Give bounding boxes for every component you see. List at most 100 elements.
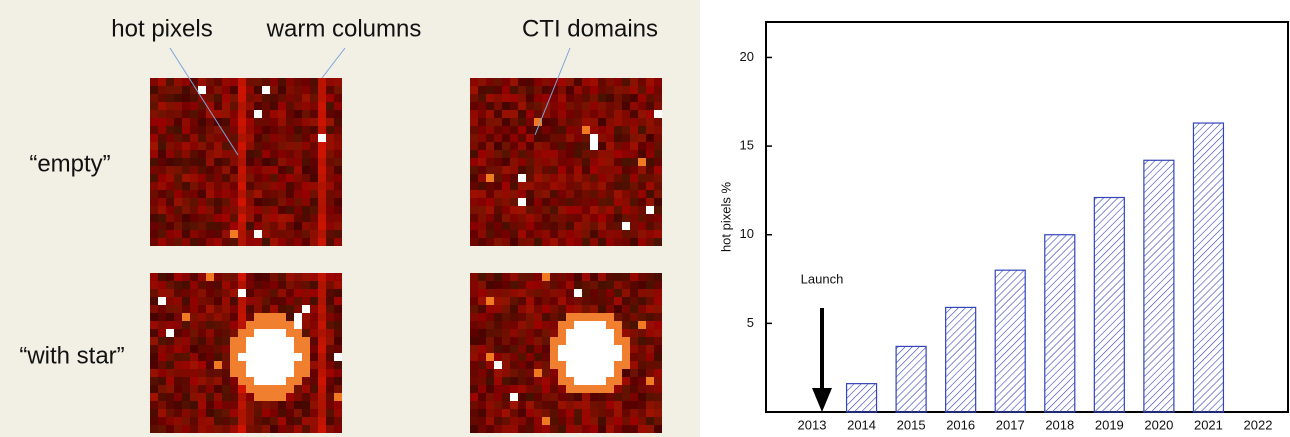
pixel	[238, 238, 246, 246]
pixel	[534, 150, 542, 158]
pixel	[566, 182, 574, 190]
pixel	[630, 329, 638, 337]
pixel	[598, 297, 606, 305]
pixel	[310, 369, 318, 377]
pixel	[262, 110, 270, 118]
bar	[995, 270, 1025, 412]
pixel	[558, 134, 566, 142]
pixel	[254, 361, 262, 369]
pixel	[318, 102, 326, 110]
pixel	[630, 86, 638, 94]
pixel	[646, 118, 654, 126]
pixel	[158, 230, 166, 238]
pixel	[174, 182, 182, 190]
pixel	[294, 377, 302, 385]
pixel	[574, 142, 582, 150]
pixel	[470, 86, 478, 94]
pixel	[590, 230, 598, 238]
pixel	[158, 118, 166, 126]
pixel	[518, 86, 526, 94]
pixel	[526, 337, 534, 345]
pixel	[278, 289, 286, 297]
pixel	[502, 409, 510, 417]
pixel	[254, 158, 262, 166]
pixel	[278, 86, 286, 94]
pixel	[174, 214, 182, 222]
pixel	[646, 369, 654, 377]
pixel	[614, 190, 622, 198]
pixel	[286, 222, 294, 230]
pixel	[558, 321, 566, 329]
pixel	[534, 417, 542, 425]
pixel	[526, 94, 534, 102]
pixel	[206, 94, 214, 102]
pixel	[238, 369, 246, 377]
pixel	[638, 273, 646, 281]
pixel	[598, 126, 606, 134]
pixel	[470, 134, 478, 142]
pixel	[198, 345, 206, 353]
pixel	[566, 206, 574, 214]
pixel	[310, 337, 318, 345]
pixel	[318, 393, 326, 401]
pixel	[550, 425, 558, 433]
pixel	[222, 118, 230, 126]
pixel	[270, 329, 278, 337]
pixel	[598, 110, 606, 118]
pixel	[614, 94, 622, 102]
pixel	[246, 297, 254, 305]
pixel	[478, 94, 486, 102]
pixel	[486, 385, 494, 393]
pixel	[566, 158, 574, 166]
pixel	[542, 78, 550, 86]
pixel	[222, 417, 230, 425]
pixel	[286, 425, 294, 433]
pixel	[302, 321, 310, 329]
pixel	[278, 142, 286, 150]
pixel	[622, 190, 630, 198]
pixel	[526, 385, 534, 393]
pixel	[150, 377, 158, 385]
pixel	[254, 86, 262, 94]
pixel	[502, 134, 510, 142]
pixel	[654, 222, 662, 230]
pixel	[598, 329, 606, 337]
pixel	[622, 214, 630, 222]
pixel	[158, 110, 166, 118]
pixel	[206, 297, 214, 305]
pixel	[502, 222, 510, 230]
pixel	[502, 78, 510, 86]
pixel	[190, 206, 198, 214]
pixel	[550, 337, 558, 345]
pixel	[574, 78, 582, 86]
pixel	[502, 289, 510, 297]
pixel	[334, 78, 342, 86]
pixel	[270, 313, 278, 321]
pixel	[598, 102, 606, 110]
pixel	[310, 417, 318, 425]
pixel	[518, 345, 526, 353]
pixel	[646, 86, 654, 94]
pixel	[270, 353, 278, 361]
pixel	[614, 238, 622, 246]
pixel	[486, 425, 494, 433]
pixel	[494, 321, 502, 329]
pixel	[638, 94, 646, 102]
pixel	[238, 86, 246, 94]
pixel	[254, 166, 262, 174]
pixel	[494, 158, 502, 166]
pixel	[518, 273, 526, 281]
pixel	[302, 238, 310, 246]
pixel	[310, 230, 318, 238]
pixel	[166, 361, 174, 369]
pixel	[574, 150, 582, 158]
pixel	[286, 329, 294, 337]
pixel	[598, 86, 606, 94]
pixel	[214, 86, 222, 94]
pixel	[486, 401, 494, 409]
pixel	[230, 182, 238, 190]
pixel	[214, 385, 222, 393]
pixel	[518, 385, 526, 393]
pixel	[606, 361, 614, 369]
pixel	[294, 150, 302, 158]
